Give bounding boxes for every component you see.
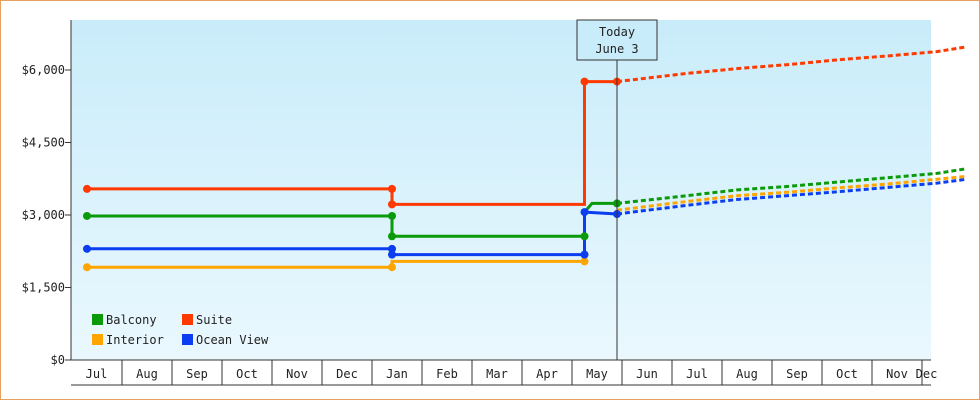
legend-label-ocean-view: Ocean View (196, 333, 269, 347)
x-tick-label: Nov (886, 367, 908, 381)
legend-swatch-suite (182, 314, 193, 325)
data-point-balcony (580, 232, 589, 241)
data-point-interior (83, 263, 91, 272)
x-tick-label: Oct (236, 367, 258, 381)
legend-swatch-balcony (92, 314, 103, 325)
y-tick-label: $0 (51, 353, 65, 367)
today-label-box (576, 19, 658, 61)
series-line-ocean-view (87, 210, 618, 257)
x-tick-label: Nov (286, 367, 308, 381)
legend-swatch-ocean-view (182, 334, 193, 345)
legend-label-suite: Suite (196, 313, 232, 327)
x-tick-label: Sep (186, 367, 208, 381)
x-tick-label: May (586, 367, 608, 381)
x-tick-label: Aug (136, 367, 158, 381)
x-tick-label: Sep (786, 367, 808, 381)
data-point-suite (580, 77, 589, 86)
x-tick-label: Feb (436, 367, 458, 381)
data-point-balcony (388, 232, 396, 241)
y-tick-label: $6,000 (22, 63, 65, 77)
data-point-ocean-view (580, 250, 589, 259)
y-tick-label: $3,000 (22, 208, 65, 222)
x-tick-label: Dec (336, 367, 358, 381)
data-point-ocean-view (388, 244, 396, 253)
series-line-suite (87, 80, 617, 206)
data-point-suite (388, 200, 396, 209)
forecast-line-ocean-view (616, 177, 968, 216)
x-tick-label: Jul (86, 367, 108, 381)
data-point-ocean-view (83, 244, 91, 253)
y-tick-label: $4,500 (22, 136, 65, 150)
data-point-suite (83, 184, 91, 193)
data-point-interior (580, 257, 589, 266)
x-tick-label: Aug (736, 367, 758, 381)
legend-swatch-interior (92, 334, 103, 345)
forecast-line-interior (616, 174, 968, 212)
x-tick-label: Dec (916, 367, 938, 381)
legend-label-interior: Interior (106, 333, 164, 347)
forecast-line-balcony (616, 167, 968, 205)
data-point-balcony (83, 211, 91, 220)
x-tick-label: Apr (536, 367, 558, 381)
x-tick-label: Jan (386, 367, 408, 381)
legend-label-balcony: Balcony (106, 313, 157, 327)
data-point-interior (388, 263, 396, 272)
data-point-suite (388, 184, 396, 193)
forecast-line-suite (616, 45, 968, 84)
today-date: June 3 (595, 42, 638, 56)
x-tick-label: Jun (636, 367, 658, 381)
data-point-balcony (388, 211, 396, 220)
y-tick-label: $1,500 (22, 281, 65, 295)
data-point-ocean-view (580, 208, 589, 217)
x-tick-label: Jul (686, 367, 708, 381)
data-point-ocean-view (388, 250, 396, 259)
today-label: Today (599, 25, 635, 39)
x-tick-label: Oct (836, 367, 858, 381)
x-tick-label: Mar (486, 367, 508, 381)
